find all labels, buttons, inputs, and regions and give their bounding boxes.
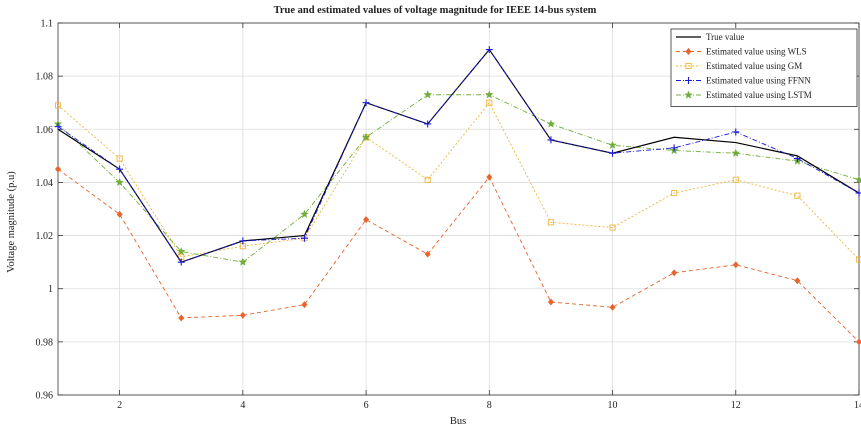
data-point [178, 314, 185, 322]
data-point [609, 149, 617, 157]
data-point [54, 123, 62, 131]
data-point [547, 219, 554, 226]
data-point [238, 257, 248, 266]
data-point [361, 132, 371, 141]
legend-entry-label: Estimated value using GM [706, 61, 802, 71]
data-point [423, 90, 433, 99]
chart-title: True and estimated values of voltage mag… [274, 5, 597, 16]
data-point [547, 136, 555, 144]
x-axis-label: Bus [450, 416, 466, 427]
data-point [608, 140, 617, 149]
series-line [57, 48, 860, 263]
data-point [670, 144, 678, 152]
data-point [793, 155, 801, 163]
y-tick-label: 1.08 [36, 72, 54, 83]
data-point [362, 99, 370, 107]
data-point [484, 90, 494, 99]
data-point [116, 210, 123, 218]
legend-box [670, 28, 858, 107]
x-tick-label: 2 [117, 400, 122, 411]
data-point [300, 209, 309, 219]
y-tick-label: 1.06 [36, 125, 54, 136]
plot-area-frame [57, 22, 860, 396]
series-line [57, 101, 860, 260]
y-tick-label: 0.98 [36, 337, 54, 348]
legend-entry-label: Estimated value using WLS [706, 47, 807, 57]
data-point [176, 246, 186, 256]
legend-marker [685, 48, 692, 55]
legend-marker [685, 62, 692, 70]
data-point [54, 102, 62, 109]
axis-ticks: 2 4 6 8 10 12 14 0.96 0.98 1 1.02 1.04 1.06 1.08 1.1 [36, 19, 861, 412]
legend-entry-label: Estimated value using FFNN [706, 76, 811, 86]
data-point [55, 165, 61, 173]
y-tick-label: 1 [48, 284, 53, 295]
data-point [177, 258, 185, 266]
data-point [794, 277, 801, 285]
y-tick-label: 1.02 [36, 231, 54, 242]
data-point [671, 269, 678, 277]
y-tick-label: 0.96 [36, 391, 54, 402]
data-point [546, 119, 556, 128]
data-point [547, 298, 554, 306]
data-point [116, 155, 123, 162]
x-tick-label: 4 [240, 400, 245, 411]
y-tick-label: 1.1 [41, 19, 54, 30]
data-point [731, 148, 741, 157]
series-line [57, 168, 860, 343]
series-layer [53, 46, 861, 346]
data-point [794, 192, 801, 199]
y-axis-label: Voltage magnitude (p.u) [6, 171, 17, 273]
data-point [486, 99, 493, 106]
legend-entry-label: Estimated value using LSTM [706, 90, 812, 100]
y-tick-label: 1.04 [36, 178, 54, 189]
data-point [609, 303, 616, 311]
data-point [485, 46, 493, 54]
legend-marker [685, 77, 692, 84]
data-point [732, 128, 740, 136]
data-point [115, 177, 124, 187]
series-estimated-value-using-ffnn [54, 46, 861, 266]
data-point [855, 256, 861, 263]
series-line [57, 94, 860, 263]
data-point [239, 311, 246, 319]
x-tick-label: 8 [487, 400, 492, 411]
data-point [486, 173, 493, 181]
data-point [671, 190, 678, 197]
data-point [116, 165, 124, 173]
x-tick-label: 12 [731, 400, 741, 411]
data-point [732, 261, 739, 269]
x-tick-label: 6 [364, 400, 369, 411]
x-tick-label: 10 [608, 400, 618, 411]
legend: True value Estimated value using WLS Estim… [670, 28, 858, 107]
legend-marker [684, 90, 693, 99]
data-point [424, 120, 432, 128]
data-point [854, 175, 861, 184]
data-point [609, 224, 616, 231]
data-point [424, 250, 431, 258]
x-tick-label: 14 [854, 400, 861, 411]
data-point [424, 176, 431, 183]
data-point [301, 301, 308, 309]
series-estimated-value-using-wls [55, 165, 861, 346]
data-point [363, 216, 370, 224]
data-point [732, 176, 739, 183]
data-point [239, 237, 247, 245]
data-point [300, 234, 308, 242]
legend-entry-label: True value [706, 32, 744, 42]
data-point [855, 189, 861, 197]
